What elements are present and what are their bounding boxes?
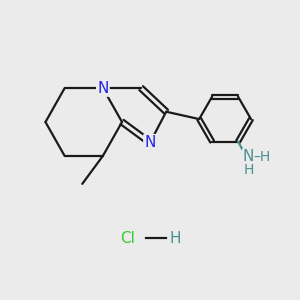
Text: Cl: Cl [121,231,135,246]
Text: H: H [243,164,254,177]
Text: H: H [169,231,181,246]
Text: –H: –H [254,150,271,164]
Text: N: N [97,81,109,96]
Text: N: N [144,135,156,150]
Text: N: N [243,149,254,164]
